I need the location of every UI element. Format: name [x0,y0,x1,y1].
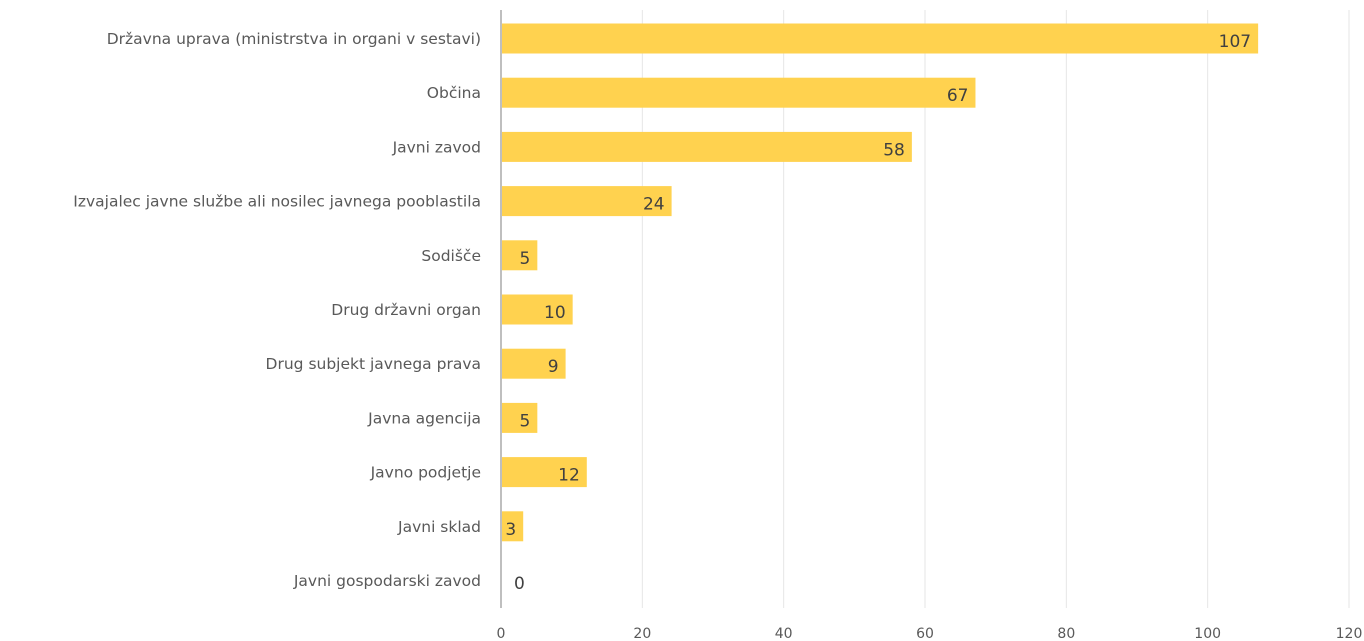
bar [502,131,912,162]
category-label: Sodišče [421,247,481,265]
x-tick-label: 120 [1336,626,1363,641]
category-labels: Državna uprava (ministrstva in organi v … [73,30,481,590]
data-label: 12 [558,466,580,486]
category-label: Javni zavod [392,138,481,156]
x-tick-label: 0 [497,626,506,641]
data-label: 10 [544,303,566,323]
category-label: Javni gospodarski zavod [293,572,481,590]
category-label: Drug subjekt javnega prava [266,355,481,373]
bars [502,23,1259,542]
category-label: Občina [427,84,481,102]
x-axis-tick-labels: 0 20 40 60 80 100 120 [497,626,1363,641]
category-label: Drug državni organ [331,301,481,319]
bar [502,186,672,217]
category-label: Javni sklad [397,518,481,536]
data-label: 5 [520,249,531,269]
bar [502,77,976,108]
data-label: 3 [505,520,516,540]
x-tick-label: 80 [1057,626,1075,641]
bar [502,511,524,542]
data-label: 67 [947,86,969,106]
data-label: 9 [548,357,559,377]
data-label: 58 [883,140,905,160]
x-tick-label: 20 [633,626,651,641]
bar [502,348,566,379]
category-label: Javno podjetje [370,464,481,482]
category-label: Državna uprava (ministrstva in organi v … [107,30,481,48]
data-labels: 107 67 58 24 5 10 9 5 12 3 0 [505,32,1251,594]
bar [502,457,587,488]
category-label: Javna agencija [367,409,481,427]
data-label: 107 [1219,32,1251,52]
x-tick-label: 100 [1194,626,1221,641]
data-label: 0 [514,574,525,594]
data-label: 24 [643,195,665,215]
x-tick-label: 40 [775,626,793,641]
bar [502,23,1259,54]
gridlines [641,10,1350,608]
data-label: 5 [520,411,531,431]
category-label: Izvajalec javne službe ali nosilec javne… [73,193,481,211]
bar [502,294,573,325]
bar [502,402,538,433]
x-tick-label: 60 [916,626,934,641]
bar [502,240,538,271]
